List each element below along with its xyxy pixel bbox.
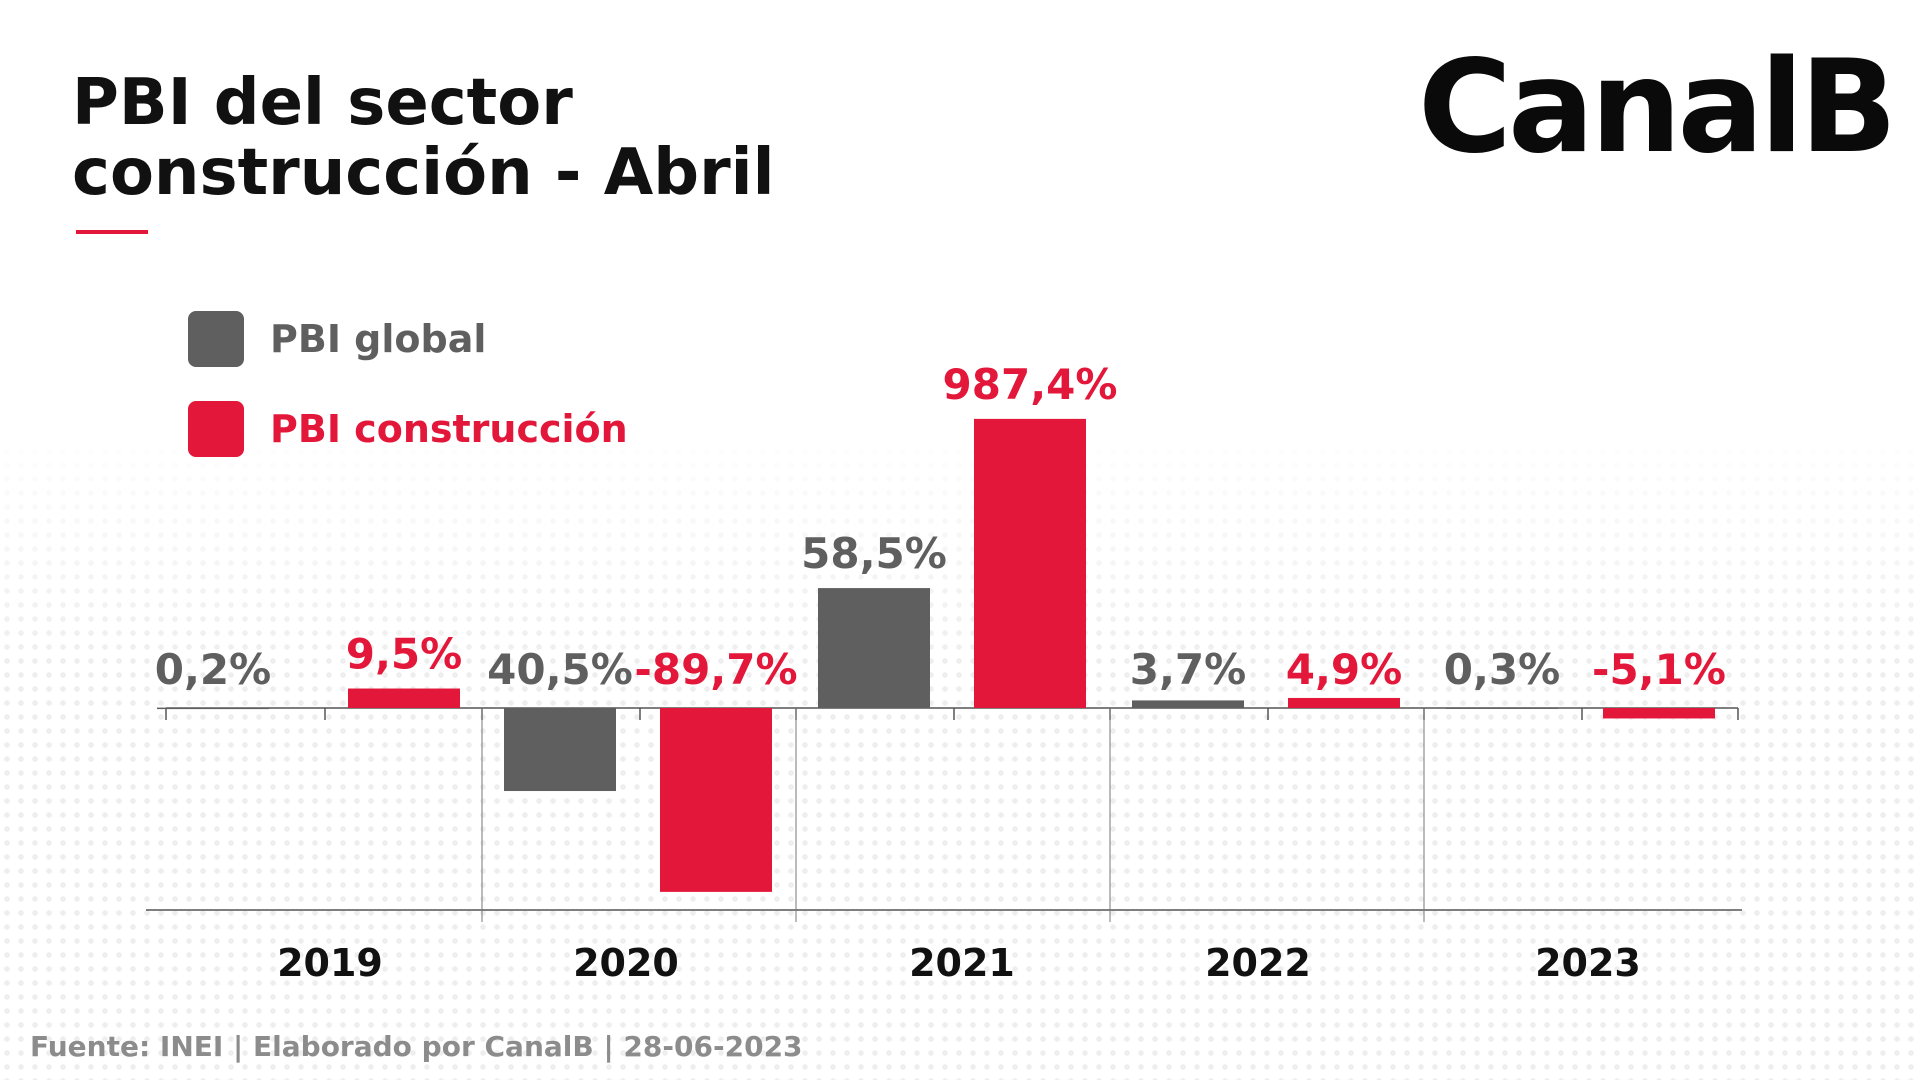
data-label-pbi-construccion-2020: -89,7%: [634, 645, 797, 694]
legend-item-pbi-global: PBI global: [188, 310, 628, 368]
legend-swatch-pbi-construccion: [188, 401, 244, 457]
data-label-pbi-construccion-2023: -5,1%: [1592, 645, 1726, 694]
bar-pbi-global-2021: [818, 588, 930, 708]
data-label-pbi-construccion-2021: 987,4%: [943, 360, 1118, 409]
data-label-pbi-global-2019: 0,2%: [155, 645, 271, 694]
dotted-background: [0, 430, 1920, 1080]
chart-title-line-2: construcción - Abril: [72, 136, 775, 210]
chart-legend: PBI global PBI construcción: [188, 310, 628, 490]
brand-logo: CanalB: [1418, 33, 1897, 182]
chart-title-line-1: PBI del sector: [72, 66, 573, 140]
bar-pbi-construccion-2020: [660, 708, 772, 892]
data-label-pbi-construccion-2022: 4,9%: [1286, 645, 1402, 694]
data-label-pbi-global-2023: 0,3%: [1444, 645, 1560, 694]
category-label-2020: 2020: [573, 941, 679, 985]
title-accent-line: [76, 230, 148, 234]
data-label-pbi-construccion-2019: 9,5%: [346, 630, 462, 679]
bar-pbi-global-2022: [1132, 700, 1244, 708]
category-label-2019: 2019: [277, 941, 383, 985]
data-label-pbi-global-2022: 3,7%: [1130, 645, 1246, 694]
data-label-pbi-global-2020: 40,5%: [487, 645, 633, 694]
chart-title: PBI del sector construcción - Abril: [72, 68, 775, 208]
legend-label-pbi-construccion: PBI construcción: [270, 407, 628, 451]
bar-pbi-construccion-2021: [974, 418, 1086, 708]
bar-pbi-construccion-2019: [348, 688, 460, 708]
bar-pbi-construccion-2022: [1288, 697, 1400, 708]
data-label-pbi-global-2021: 58,5%: [801, 529, 947, 578]
source-footer: Fuente: INEI | Elaborado por CanalB | 28…: [30, 1030, 803, 1063]
category-label-2021: 2021: [909, 941, 1015, 985]
category-label-2022: 2022: [1205, 941, 1311, 985]
bar-pbi-global-2023: [1446, 707, 1558, 709]
bar-pbi-construccion-2023: [1603, 708, 1715, 719]
bar-pbi-global-2020: [504, 708, 616, 792]
bar-pbi-global-2019: [157, 707, 269, 710]
category-label-2023: 2023: [1535, 941, 1641, 985]
legend-item-pbi-construccion: PBI construcción: [188, 400, 628, 458]
legend-label-pbi-global: PBI global: [270, 317, 487, 361]
legend-swatch-pbi-global: [188, 311, 244, 367]
